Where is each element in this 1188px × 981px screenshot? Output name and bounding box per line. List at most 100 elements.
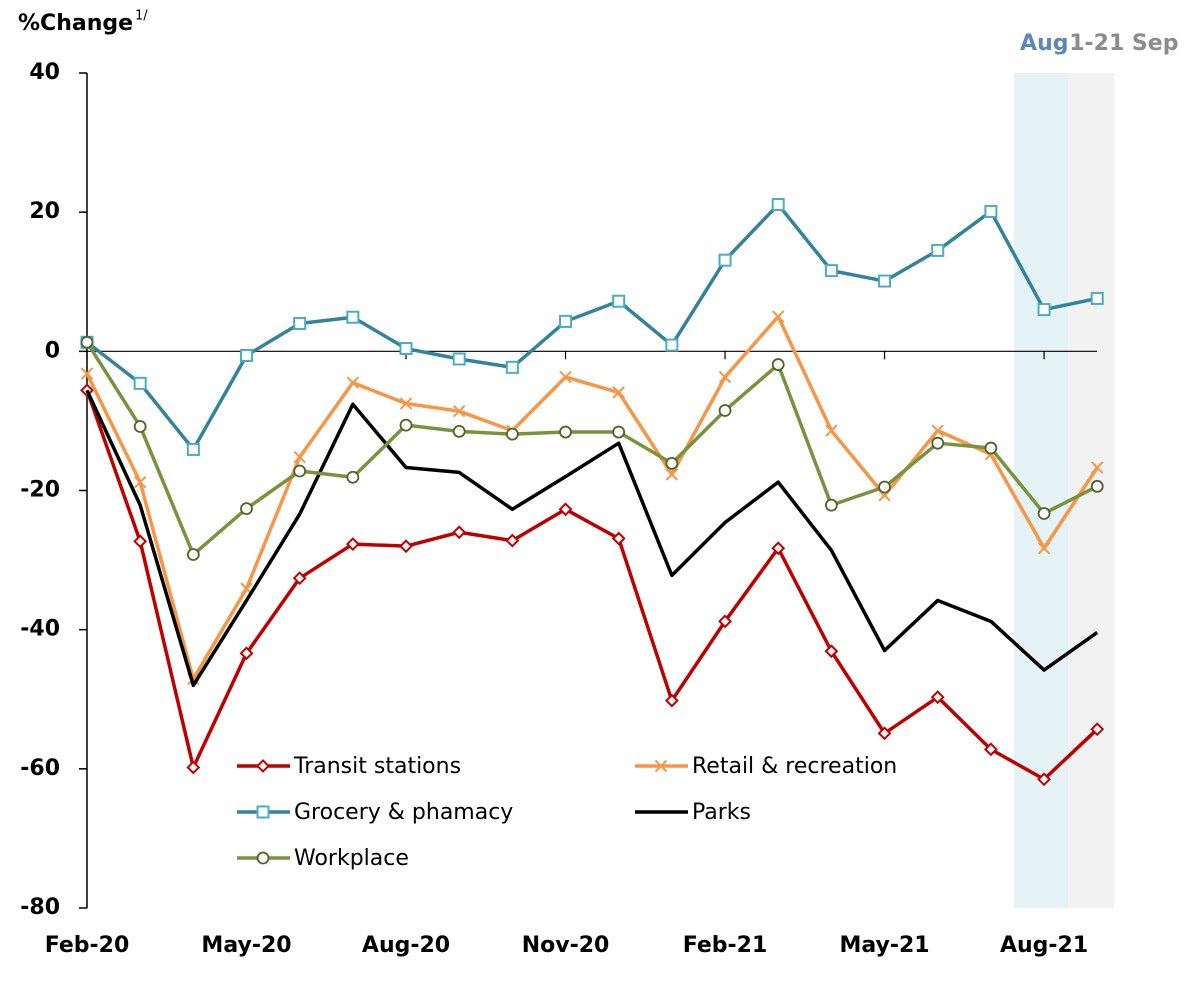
marker	[186, 442, 200, 456]
marker	[399, 397, 413, 410]
marker	[133, 475, 147, 489]
marker	[1090, 291, 1104, 305]
legend-item: Grocery & phamacy	[237, 800, 513, 825]
marker	[293, 464, 307, 478]
marker	[80, 335, 94, 349]
legend-marker	[654, 759, 668, 773]
marker	[718, 370, 732, 384]
y-tick-label: 0	[45, 338, 60, 363]
marker	[825, 424, 838, 437]
marker	[824, 498, 838, 512]
marker	[240, 502, 253, 515]
marker	[452, 424, 466, 438]
series	[80, 335, 1104, 561]
marker	[133, 420, 147, 433]
marker	[1037, 542, 1051, 555]
marker	[399, 418, 413, 432]
legend-label: Grocery & phamacy	[294, 800, 513, 825]
marker	[931, 424, 944, 437]
marker	[930, 690, 945, 705]
marker	[664, 693, 679, 708]
y-axis-note: 1/	[135, 9, 148, 24]
marker	[878, 480, 891, 494]
y-tick-label: -60	[20, 756, 60, 781]
marker	[1037, 303, 1051, 317]
y-tick-label: 20	[29, 199, 60, 224]
marker	[80, 367, 94, 380]
marker	[559, 425, 572, 439]
marker	[505, 533, 520, 548]
legend-item: Parks	[635, 800, 751, 825]
marker	[239, 646, 254, 661]
marker	[452, 404, 466, 418]
marker	[558, 502, 573, 517]
legend-item: Retail & recreation	[635, 754, 897, 779]
x-tick-label: Nov-20	[522, 933, 610, 958]
x-tick-label: May-21	[839, 933, 929, 958]
marker	[505, 360, 519, 374]
marker	[559, 314, 573, 328]
y-tick-label: -20	[20, 478, 60, 503]
marker	[772, 310, 785, 323]
series	[80, 198, 1104, 456]
marker	[984, 441, 998, 455]
y-tick-label: -80	[20, 895, 60, 920]
marker	[771, 198, 785, 212]
marker	[824, 644, 839, 659]
legend-label: Parks	[692, 800, 751, 825]
marker	[452, 525, 467, 540]
legend-label: Retail & recreation	[692, 754, 897, 779]
marker	[824, 264, 838, 278]
marker	[399, 539, 413, 554]
marker	[559, 370, 572, 384]
marker	[771, 541, 786, 556]
legend-marker	[256, 759, 270, 773]
series-line	[85, 389, 1099, 782]
legend-label: Transit stations	[293, 754, 461, 779]
marker	[133, 534, 148, 549]
marker	[1090, 722, 1105, 737]
marker	[292, 571, 307, 586]
marker	[983, 742, 998, 757]
marker	[1091, 461, 1104, 474]
marker	[345, 537, 360, 551]
x-tick-label: Feb-21	[683, 933, 768, 958]
marker	[399, 342, 413, 356]
marker	[665, 468, 679, 481]
series-line	[85, 341, 1099, 557]
marker	[878, 274, 892, 288]
marker	[186, 760, 201, 775]
marker	[931, 243, 945, 257]
marker	[293, 317, 307, 330]
marker	[931, 436, 945, 450]
marker	[612, 425, 626, 439]
marker	[240, 349, 254, 363]
marker	[718, 404, 732, 417]
marker	[346, 470, 360, 484]
marker	[877, 726, 892, 741]
annotation: 1-21 Sep	[1069, 31, 1178, 56]
marker	[346, 310, 360, 324]
marker	[611, 531, 626, 546]
legend-marker	[256, 805, 270, 819]
marker	[612, 386, 625, 399]
marker	[718, 253, 732, 267]
x-tick-label: May-20	[201, 933, 291, 958]
series	[85, 389, 1099, 688]
marker	[133, 376, 147, 390]
marker	[665, 456, 679, 470]
marker	[612, 294, 626, 308]
series-line	[85, 389, 1099, 688]
legend-item: Workplace	[237, 846, 409, 871]
marker	[452, 352, 466, 366]
marker	[1037, 507, 1051, 520]
marker	[771, 358, 785, 371]
x-tick-label: Aug-20	[362, 933, 450, 958]
series	[80, 310, 1104, 686]
marker	[293, 450, 306, 464]
marker	[1037, 772, 1051, 787]
marker	[1090, 479, 1104, 493]
marker	[718, 614, 732, 629]
y-tick-label: 40	[29, 60, 60, 85]
